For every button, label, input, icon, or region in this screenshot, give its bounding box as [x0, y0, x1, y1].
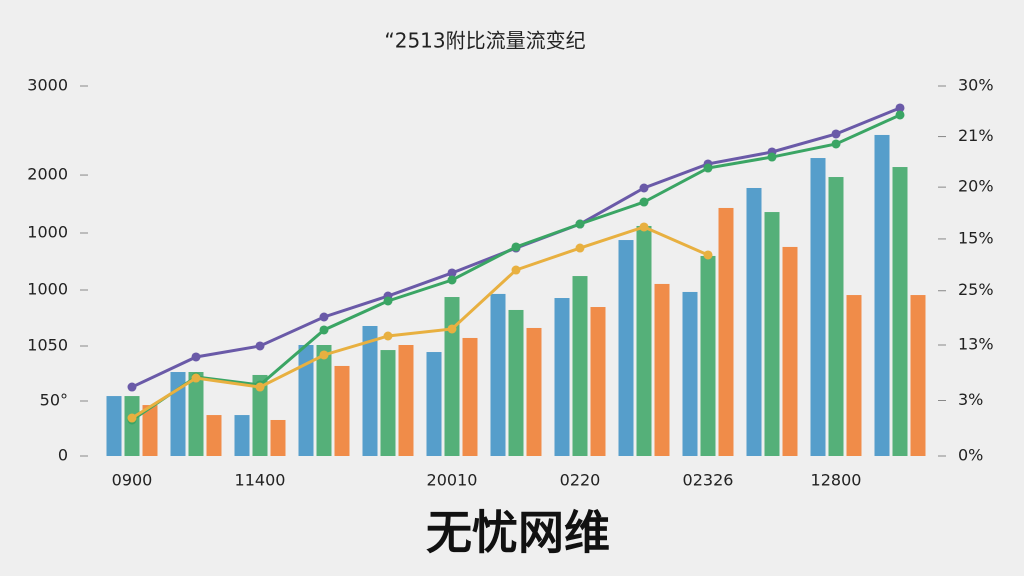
- y2-tick-label: 3%: [958, 390, 983, 409]
- bar: [654, 283, 670, 456]
- bar: [636, 225, 652, 456]
- line-marker: [831, 129, 841, 139]
- bar: [682, 291, 698, 456]
- y2-tick-label: 20%: [958, 177, 994, 196]
- x-tick-label: 0220: [560, 471, 601, 490]
- bar: [764, 212, 780, 456]
- bar: [462, 337, 478, 456]
- bar: [206, 415, 222, 456]
- y-tick-label: 2000: [27, 165, 68, 184]
- bar: [124, 396, 140, 456]
- y-tick-label: 1000: [27, 223, 68, 242]
- bar: [380, 350, 396, 456]
- line-marker: [383, 331, 393, 341]
- bar: [572, 276, 588, 456]
- x-tick-label: 20010: [427, 471, 478, 490]
- bar: [892, 167, 908, 456]
- bar: [700, 255, 716, 456]
- chart-title: “2513附比流量流变纪: [384, 29, 585, 53]
- line-marker: [895, 110, 905, 120]
- line-marker: [447, 268, 457, 278]
- y-tick-label: 3000: [27, 76, 68, 95]
- line: [131, 225, 709, 420]
- line-marker: [895, 103, 905, 113]
- bar: [526, 327, 542, 456]
- bar: [618, 240, 634, 456]
- y2-tick-label: 25%: [958, 280, 994, 299]
- line-marker: [511, 242, 521, 252]
- x-tick-label: 11400: [235, 471, 286, 490]
- bar: [316, 345, 332, 456]
- bar: [874, 134, 890, 457]
- line-marker: [575, 219, 585, 229]
- bar: [426, 352, 442, 456]
- y2-tick-label: 13%: [958, 335, 994, 354]
- bar: [590, 307, 606, 456]
- bar: [252, 374, 268, 456]
- line-marker: [255, 382, 265, 392]
- bar: [490, 293, 506, 456]
- bar: [298, 345, 314, 456]
- y2-tick-label: 0%: [958, 446, 983, 465]
- bar: [444, 297, 460, 456]
- bar: [234, 415, 250, 456]
- y2-tick-label: 15%: [958, 228, 994, 247]
- line-marker: [127, 382, 137, 392]
- line-marker: [639, 197, 649, 207]
- line-marker: [767, 152, 777, 162]
- line-marker: [255, 341, 265, 351]
- x-tick-label: 0900: [112, 471, 153, 490]
- y-tick-label: 50°: [40, 390, 68, 409]
- bar: [188, 372, 204, 456]
- x-tick-label: 12800: [811, 471, 862, 490]
- line-marker: [319, 350, 329, 360]
- bar: [910, 295, 926, 456]
- line-marker: [447, 275, 457, 285]
- line-marker: [319, 325, 329, 335]
- line-marker: [639, 222, 649, 232]
- line-marker: [319, 312, 329, 322]
- bar: [270, 419, 286, 456]
- bar: [334, 365, 350, 456]
- y2-tick-label: 21%: [958, 126, 994, 145]
- bar: [810, 158, 826, 456]
- line-marker: [383, 296, 393, 306]
- bar: [746, 187, 762, 456]
- y-tick-label: 0: [58, 446, 68, 465]
- line-marker: [831, 139, 841, 149]
- bar: [828, 177, 844, 456]
- line-marker: [127, 413, 137, 423]
- line-marker: [191, 352, 201, 362]
- bar: [554, 298, 570, 456]
- watermark: 无忧网维: [426, 506, 610, 560]
- y2-tick-label: 30%: [958, 76, 994, 95]
- line-marker: [703, 163, 713, 173]
- bar: [508, 309, 524, 456]
- y-tick-label: 1000: [27, 279, 68, 298]
- line-marker: [639, 183, 649, 193]
- bar: [718, 207, 734, 456]
- bar: [106, 396, 122, 456]
- line-marker: [191, 373, 201, 383]
- line-marker: [511, 265, 521, 275]
- y-tick-label: 1050: [27, 335, 68, 354]
- line-marker: [703, 250, 713, 260]
- bar: [142, 405, 158, 456]
- x-tick-label: 02326: [683, 471, 734, 490]
- bar: [782, 246, 798, 456]
- line-marker: [575, 243, 585, 253]
- bar: [362, 326, 378, 456]
- bar: [398, 345, 414, 456]
- bar: [846, 295, 862, 456]
- line-marker: [447, 324, 457, 334]
